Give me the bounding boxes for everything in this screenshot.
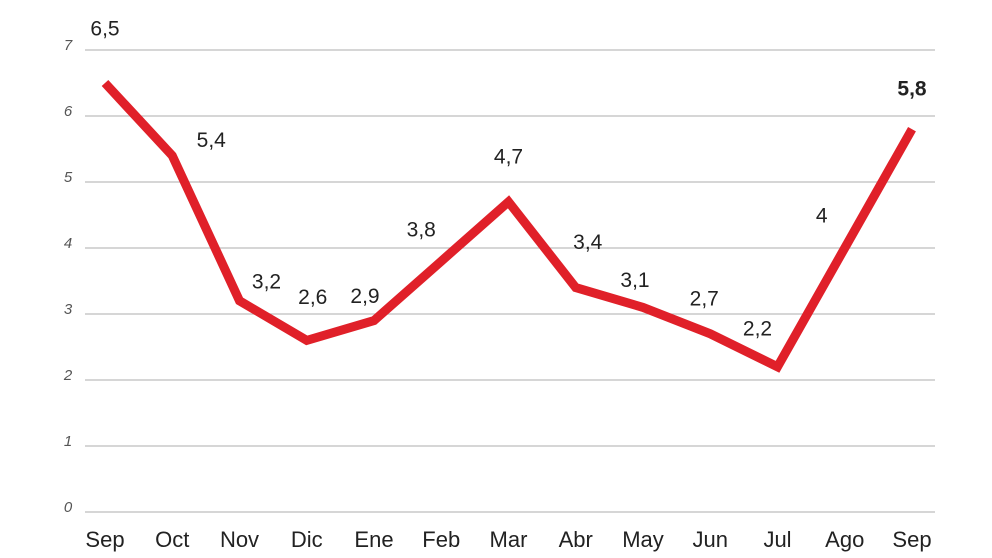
x-tick-label: May (622, 527, 664, 552)
value-label: 3,8 (407, 219, 436, 242)
x-tick-label: Nov (220, 527, 259, 552)
value-label: 5,8 (897, 78, 927, 101)
value-label: 4,7 (494, 145, 523, 168)
value-label: 3,2 (252, 270, 281, 293)
y-tick-label: 5 (64, 169, 73, 186)
value-label: 3,1 (620, 269, 649, 292)
value-label: 3,4 (573, 231, 603, 254)
x-tick-label: Jun (693, 527, 728, 552)
x-tick-label: Sep (85, 527, 124, 552)
y-tick-label: 4 (64, 235, 72, 252)
value-label: 2,2 (743, 317, 772, 340)
value-label: 2,6 (298, 286, 327, 309)
y-tick-label: 3 (64, 301, 73, 318)
y-tick-label: 1 (64, 433, 72, 450)
value-label: 6,5 (90, 18, 119, 41)
x-tick-label: Oct (155, 527, 189, 552)
data-line (101, 79, 916, 373)
x-tick-label: Ago (825, 527, 864, 552)
x-tick-label: Sep (892, 527, 931, 552)
y-tick-label: 6 (64, 103, 73, 120)
y-tick-label: 0 (64, 499, 73, 516)
x-tick-label: Ene (354, 527, 393, 552)
x-tick-label: Abr (559, 527, 593, 552)
value-label: 4 (816, 205, 828, 228)
value-label: 5,4 (197, 129, 227, 152)
x-tick-label: Dic (291, 527, 323, 552)
value-label: 2,7 (690, 287, 719, 310)
x-tick-label: Feb (422, 527, 460, 552)
y-tick-label: 2 (63, 367, 73, 384)
y-tick-label: 7 (64, 37, 73, 54)
x-tick-label: Mar (490, 527, 528, 552)
value-label: 2,9 (350, 285, 379, 308)
x-tick-label: Jul (763, 527, 791, 552)
